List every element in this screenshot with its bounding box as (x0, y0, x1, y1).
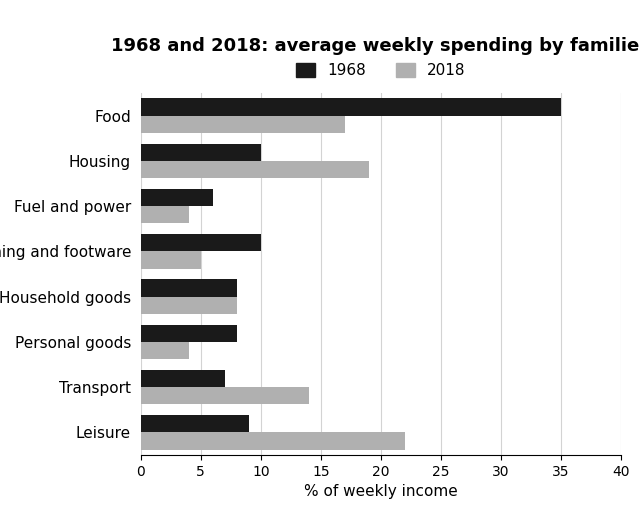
Title: 1968 and 2018: average weekly spending by families: 1968 and 2018: average weekly spending b… (111, 37, 640, 55)
Bar (141, 325, 237, 342)
Bar (141, 98, 561, 116)
Bar (141, 206, 189, 223)
Bar (141, 342, 189, 359)
Bar (141, 415, 249, 432)
Bar (141, 116, 345, 133)
Bar (141, 251, 201, 268)
Bar (141, 234, 261, 251)
Bar (141, 161, 369, 178)
Bar (141, 432, 405, 449)
Bar (141, 144, 261, 161)
Bar (141, 189, 212, 206)
Bar (141, 370, 225, 387)
X-axis label: % of weekly income: % of weekly income (304, 484, 458, 499)
Bar (141, 297, 237, 314)
Bar (141, 279, 237, 297)
Legend: 1968, 2018: 1968, 2018 (290, 57, 472, 85)
Bar (141, 387, 309, 404)
